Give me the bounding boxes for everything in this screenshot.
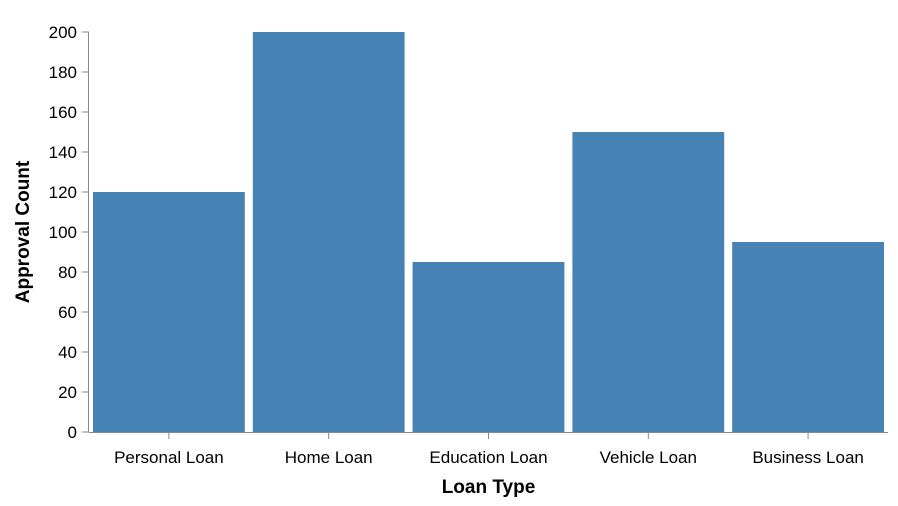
bar-personal-loan [93, 192, 245, 432]
y-tick-label: 160 [49, 103, 77, 122]
bar-home-loan [252, 32, 405, 432]
x-tick-label: Personal Loan [114, 448, 224, 467]
y-tick-label: 40 [58, 343, 77, 362]
x-tick-label: Business Loan [752, 448, 864, 467]
x-axis-title: Loan Type [442, 477, 536, 498]
bar-business-loan [732, 242, 884, 432]
x-tick-label: Vehicle Loan [600, 448, 697, 467]
y-tick-label: 0 [68, 423, 77, 442]
x-tick-label: Home Loan [285, 448, 373, 467]
y-tick-label: 120 [49, 183, 77, 202]
bars-group [93, 32, 884, 432]
bar-vehicle-loan [572, 132, 725, 432]
y-axis: 0 20 40 60 80 100 120 140 160 180 200 [49, 23, 89, 442]
y-tick-label: 80 [58, 263, 77, 282]
y-tick-label: 60 [58, 303, 77, 322]
y-tick-label: 100 [49, 223, 77, 242]
x-axis: Personal Loan Home Loan Education Loan Vehi… [89, 432, 888, 467]
bar-education-loan [412, 262, 565, 432]
y-tick-label: 20 [58, 383, 77, 402]
y-tick-label: 180 [49, 63, 77, 82]
y-tick-label: 200 [49, 23, 77, 42]
y-tick-label: 140 [49, 143, 77, 162]
y-axis-title: Approval Count [13, 160, 34, 303]
x-tick-label: Education Loan [429, 448, 547, 467]
